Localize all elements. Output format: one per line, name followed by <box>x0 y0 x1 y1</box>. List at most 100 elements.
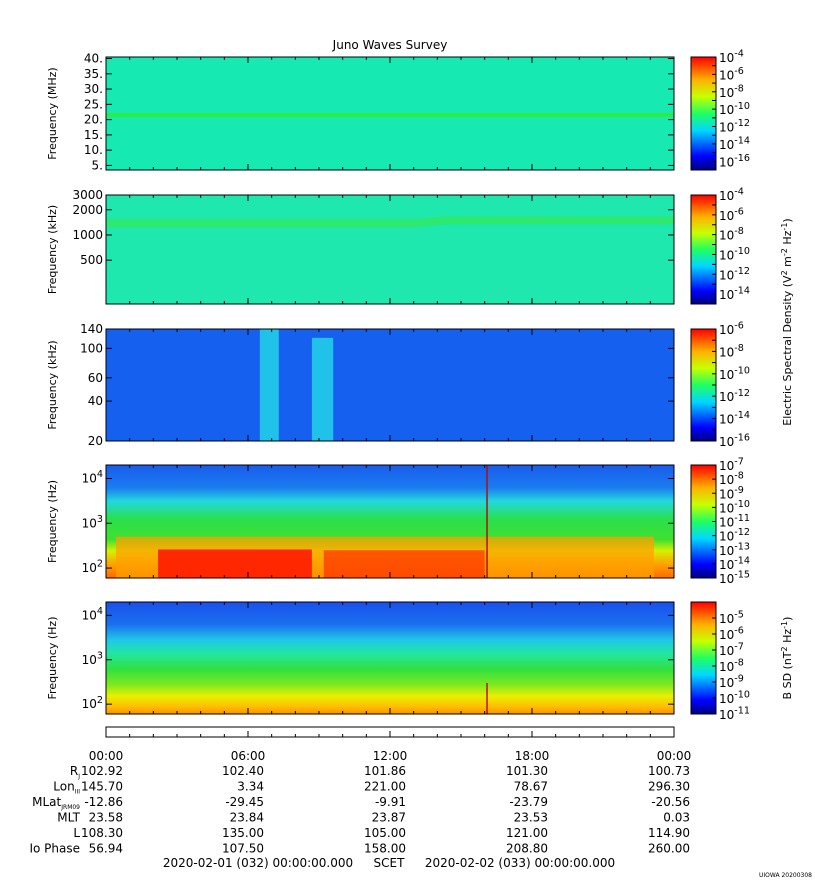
ephemeris-value: -9.91 <box>375 795 406 809</box>
magnetic-colorbar-title: B SD (nT2 Hz-1) <box>780 617 794 700</box>
colorbar-label: 10-14 <box>719 286 750 302</box>
y-tick-label: 40 <box>88 394 103 408</box>
ephemeris-value: 108.30 <box>81 826 123 840</box>
spectrogram-background <box>106 329 674 441</box>
y-tick-label: 2000 <box>72 203 103 217</box>
colorbar-label: 10-7 <box>719 457 744 473</box>
footer-credit: UIOWA 20200308 <box>759 872 812 879</box>
spectrogram-panel-1: 5.10.15.20. 25.30.35.40. Frequency (MHz) Ju… <box>46 38 750 172</box>
y-tick-label: 15. <box>84 128 103 142</box>
ephemeris-value: 221.00 <box>364 780 406 794</box>
ephemeris-label: L <box>73 826 80 840</box>
ephemeris-value: 0.03 <box>663 811 690 825</box>
time-tick-label: 12:00 <box>373 749 408 763</box>
y-axis-label: Frequency (kHz) <box>46 205 59 294</box>
y-tick-label: 35. <box>84 67 103 81</box>
ephemeris-value: 101.86 <box>364 764 406 778</box>
ephemeris-value: 102.40 <box>222 764 264 778</box>
ephemeris-value: 158.00 <box>364 842 406 856</box>
colorbar-label: 10-10 <box>719 690 750 706</box>
ephemeris-value: 145.70 <box>81 780 123 794</box>
y-axis-label: Frequency (Hz) <box>46 617 59 700</box>
colorbar-label: 10-7 <box>719 642 744 658</box>
colorbar <box>690 56 717 171</box>
colorbar-label: 10-14 <box>719 410 750 426</box>
colorbar-label: 10-4 <box>719 187 744 203</box>
spectrogram-panel-3: 140 100 60 40 20 Frequency (kHz) 10-6 10-8 10-10… <box>46 321 750 449</box>
date-frame: SCET <box>374 856 406 870</box>
colorbar-label: 10-4 <box>719 49 744 65</box>
ephemeris-value: 135.00 <box>222 826 264 840</box>
colorbar-label: 10-6 <box>719 206 744 222</box>
colorbar-label: 10-12 <box>719 527 750 543</box>
y-tick-label: 25. <box>84 97 103 111</box>
ephemeris-value: 101.30 <box>506 764 548 778</box>
ephemeris-label: Io Phase <box>29 842 80 856</box>
peak-emission <box>323 550 485 578</box>
date-end: 2020-02-02 (033) 00:00:00.000 <box>425 856 615 870</box>
colorbar-label: 10-11 <box>719 706 750 722</box>
colorbar <box>690 601 717 715</box>
colorbar-label: 10-13 <box>719 541 750 557</box>
colorbar-label: 10-8 <box>719 83 744 99</box>
ephemeris-label: MLatJRM09 <box>32 795 80 811</box>
chart-title: Juno Waves Survey <box>332 38 448 52</box>
y-tick-label: 40. <box>84 52 103 66</box>
y-tick-label: 3000 <box>72 188 103 202</box>
colorbar-label: 10-8 <box>719 658 744 674</box>
colorbar-label: 10-16 <box>719 153 750 169</box>
colorbar-label: 10-12 <box>719 388 750 404</box>
colorbar-label: 10-6 <box>719 626 744 642</box>
colorbar-label: 10-16 <box>719 433 750 449</box>
ephemeris-value: 78.67 <box>514 780 548 794</box>
ephemeris-label: LonIII <box>53 780 80 796</box>
radio-burst-feature <box>311 337 334 441</box>
ephemeris-value: -23.79 <box>509 795 548 809</box>
ephemeris-value: 23.58 <box>89 811 123 825</box>
time-tick-label: 06:00 <box>231 749 266 763</box>
ephemeris-label: MLT <box>57 811 80 825</box>
colorbar-label: 10-10 <box>719 101 750 117</box>
ephemeris-value: -12.86 <box>84 795 123 809</box>
colorbar-label: 10-10 <box>719 365 750 381</box>
colorbar-label: 10-5 <box>719 610 744 626</box>
colorbar-label: 10-14 <box>719 136 750 152</box>
electric-colorbar-title: Electric Spectral Density (V2 m-2 Hz-1) <box>780 218 794 425</box>
y-tick-label: 5. <box>92 158 103 172</box>
time-tick-label: 18:00 <box>515 749 550 763</box>
y-tick-label: 1000 <box>72 228 103 242</box>
colorbar-label: 10-8 <box>719 471 744 487</box>
y-tick-label: 103 <box>82 650 103 666</box>
ephemeris-value: 107.50 <box>222 842 264 856</box>
colorbar-label: 10-10 <box>719 499 750 515</box>
peak-emission <box>158 549 312 578</box>
date-start: 2020-02-01 (032) 00:00:00.000 <box>163 856 353 870</box>
colorbar-label: 10-6 <box>719 66 744 82</box>
y-tick-label: 30. <box>84 82 103 96</box>
colorbar-label: 10-9 <box>719 485 744 501</box>
y-tick-label: 104 <box>82 469 103 485</box>
ephemeris-value: 208.80 <box>506 842 548 856</box>
y-axis-label: Frequency (Hz) <box>46 480 59 563</box>
y-tick-label: 10. <box>84 143 103 157</box>
ephemeris-value: 102.92 <box>81 764 123 778</box>
colorbar-label: 10-9 <box>719 674 744 690</box>
y-tick-label: 140 <box>80 322 103 336</box>
colorbar-label: 10-8 <box>719 343 744 359</box>
colorbar-label: 10-14 <box>719 555 750 571</box>
ephemeris-value: 114.90 <box>648 826 690 840</box>
ephemeris-value: 23.53 <box>514 811 548 825</box>
spectrogram-background <box>106 602 674 714</box>
ephemeris-value: 121.00 <box>506 826 548 840</box>
ephemeris-value: 105.00 <box>364 826 406 840</box>
ephemeris-value: 23.84 <box>230 811 264 825</box>
ephemeris-label: RJ <box>70 764 80 780</box>
colorbar <box>690 194 717 305</box>
colorbar-label: 10-12 <box>719 266 750 282</box>
emission-band <box>106 216 674 228</box>
ephemeris-value: 296.30 <box>648 780 690 794</box>
emission-band <box>106 113 674 117</box>
